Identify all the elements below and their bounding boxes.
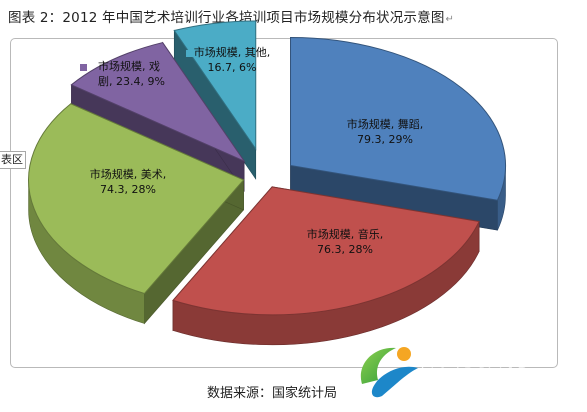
side-tag: 表区 xyxy=(0,151,26,169)
document-title-text: 图表 2：2012 年中国艺术培训行业各培训项目市场规模分布状况示意图 xyxy=(8,10,445,26)
return-mark: ↵ xyxy=(445,14,455,25)
slice-label-音乐-line1: 市场规模, 音乐, xyxy=(307,227,384,241)
slice-label-戏剧-line1: 市场规模, 戏 xyxy=(98,59,160,73)
pie-tops xyxy=(28,20,507,316)
brand-name: 成功教育 xyxy=(420,341,532,372)
slice-top-舞蹈 xyxy=(290,36,507,201)
slice-label-其他-line1: 市场规模, 其他, xyxy=(194,45,271,59)
slice-label-戏剧-line2: 剧, 23.4, 9% xyxy=(98,75,165,88)
slice-label-美术-line2: 74.3, 28% xyxy=(100,183,156,196)
slice-label-美术-line1: 市场规模, 美术, xyxy=(90,167,167,181)
slice-top-美术 xyxy=(28,103,245,295)
brand-url: www.succedu.com xyxy=(438,380,553,394)
slice-label-舞蹈-line1: 市场规模, 舞蹈, xyxy=(347,117,424,131)
slice-label-音乐-line2: 76.3, 28% xyxy=(317,243,373,256)
slice-top-音乐 xyxy=(172,186,480,316)
slice-top-戏剧 xyxy=(70,41,246,163)
document-title: 图表 2：2012 年中国艺术培训行业各培训项目市场规模分布状况示意图↵ xyxy=(8,6,454,26)
slice-top-其他 xyxy=(173,20,257,151)
callout-key-戏剧 xyxy=(80,64,87,71)
callout-key-其他 xyxy=(186,50,193,57)
source-note: 数据来源：国家统计局 xyxy=(207,386,338,401)
slice-label-舞蹈-line2: 79.3, 29% xyxy=(357,133,413,146)
slice-label-其他-line2: 16.7, 6% xyxy=(208,61,257,74)
brand-logo-icon xyxy=(360,347,418,398)
